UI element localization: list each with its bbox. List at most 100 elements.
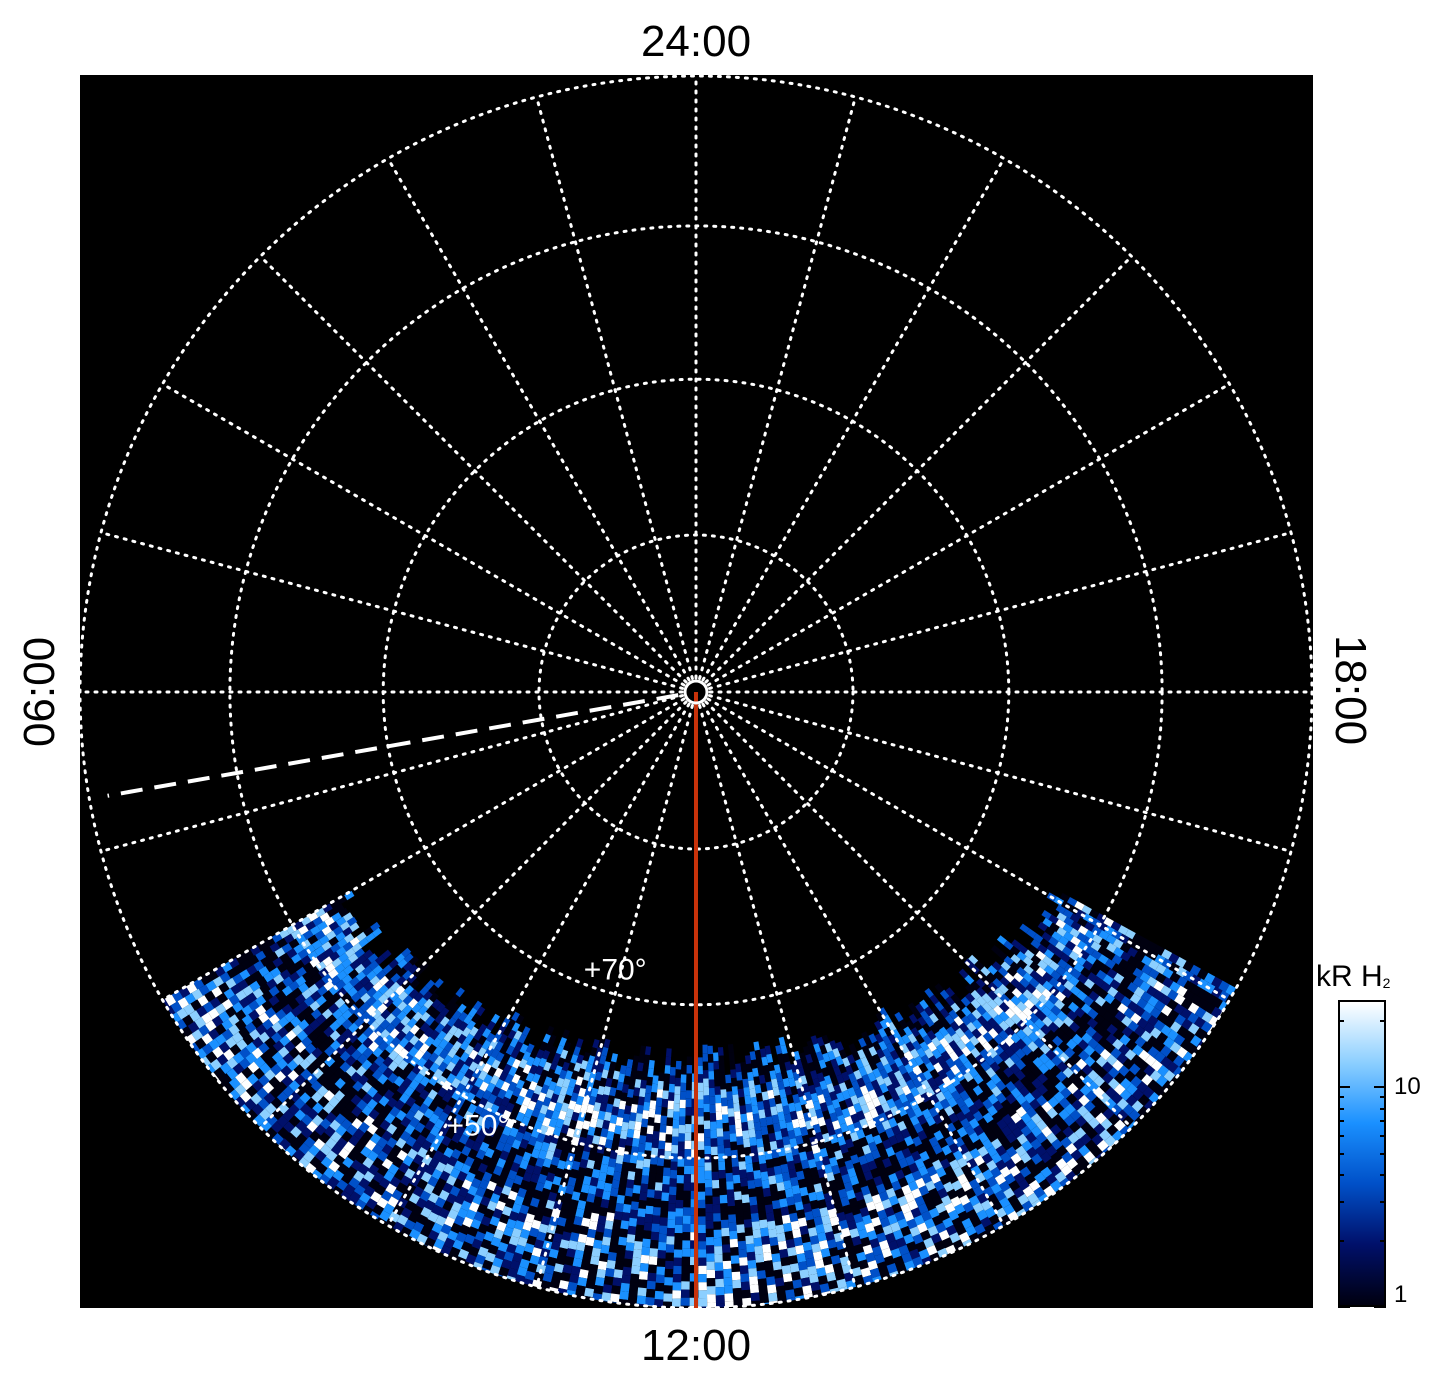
emission-cell: [507, 1267, 519, 1278]
emission-cell: [330, 943, 341, 953]
emission-cell: [758, 1154, 767, 1165]
emission-cell: [342, 1028, 353, 1040]
emission-cell: [698, 1257, 707, 1266]
emission-cell: [742, 1202, 751, 1212]
emission-cell: [341, 1038, 353, 1050]
emission-cell: [740, 1281, 751, 1291]
emission-cell: [680, 1082, 687, 1092]
emission-cell: [697, 1057, 703, 1066]
emission-cell: [762, 1187, 772, 1198]
emission-cell: [787, 1129, 796, 1140]
emission-cell: [473, 1000, 483, 1011]
emission-cell: [475, 1133, 486, 1145]
emission-cell: [629, 1154, 638, 1164]
emission-cell: [747, 1120, 755, 1130]
emission-cell: [509, 1259, 521, 1271]
emission-cell: [673, 1265, 682, 1275]
emission-cell: [678, 1141, 685, 1151]
emission-cell: [632, 1184, 641, 1194]
emission-cell: [794, 1201, 804, 1211]
emission-cell: [628, 1120, 636, 1130]
emission-cell: [593, 1160, 602, 1171]
emission-cell: [613, 1269, 623, 1279]
emission-cell: [378, 1095, 390, 1107]
emission-cell: [198, 984, 210, 996]
emission-cell: [536, 1132, 546, 1143]
emission-cell: [592, 1079, 601, 1090]
emission-cell: [508, 1146, 519, 1158]
emission-cell: [326, 1014, 337, 1026]
emission-cell: [527, 1295, 538, 1306]
emission-cell: [382, 1067, 394, 1079]
emission-cell: [779, 1155, 788, 1165]
emission-cell: [279, 1035, 291, 1047]
emission-cell: [386, 1003, 397, 1014]
emission-cell: [727, 1108, 735, 1117]
colorbar-minor-tick: [1380, 1107, 1386, 1110]
emission-cell: [746, 1063, 753, 1073]
emission-cell: [761, 1235, 771, 1245]
emission-cell: [601, 1069, 609, 1079]
emission-cell: [725, 1074, 732, 1084]
emission-cell: [404, 1200, 417, 1212]
emission-cell: [545, 1150, 555, 1161]
emission-cell: [458, 1011, 468, 1022]
emission-cell: [724, 1293, 734, 1302]
emission-cell: [316, 952, 327, 963]
emission-cell: [500, 1096, 511, 1107]
emission-cell: [780, 1097, 789, 1107]
emission-cell: [211, 986, 223, 998]
emission-cell: [488, 1140, 498, 1151]
emission-cell: [608, 1195, 618, 1206]
emission-cell: [681, 1273, 690, 1282]
emission-cell: [745, 1235, 754, 1245]
emission-cell: [597, 1110, 606, 1121]
emission-cell: [365, 932, 376, 943]
emission-cell: [301, 988, 313, 1000]
emission-cell: [357, 1136, 369, 1149]
emission-cell: [467, 1226, 479, 1237]
emission-cell: [611, 1106, 619, 1116]
emission-cell: [280, 1065, 293, 1077]
emission-cell: [480, 1238, 492, 1250]
emission-cell: [531, 1107, 541, 1118]
emission-cell: [335, 1124, 347, 1137]
emission-cell: [727, 1044, 734, 1053]
emission-cell: [393, 1076, 405, 1087]
emission-cell: [385, 1013, 396, 1024]
emission-cell: [330, 992, 341, 1004]
emission-cell: [454, 1194, 466, 1205]
emission-cell: [685, 1115, 692, 1125]
emission-cell: [707, 1302, 717, 1308]
emission-cell: [290, 1035, 302, 1047]
emission-cell: [792, 1228, 802, 1239]
emission-cell: [514, 1131, 525, 1142]
emission-cell: [360, 992, 371, 1004]
emission-cell: [271, 1002, 283, 1014]
emission-cell: [634, 1079, 642, 1089]
emission-cell: [282, 1052, 294, 1065]
emission-cell: [402, 1004, 413, 1015]
emission-cell: [350, 1094, 362, 1106]
emission-cell: [775, 1224, 785, 1234]
emission-cell: [682, 1240, 691, 1249]
emission-cell: [564, 1256, 575, 1266]
emission-cell: [760, 1126, 769, 1136]
emission-cell: [728, 1222, 737, 1232]
emission-cell: [639, 1191, 648, 1201]
emission-cell: [374, 1035, 385, 1046]
emission-cell: [507, 1169, 518, 1181]
emission-cell: [290, 1126, 302, 1139]
emission-cell: [311, 939, 323, 950]
emission-cell: [505, 1102, 515, 1113]
emission-cell: [312, 916, 323, 927]
emission-cell: [728, 1116, 736, 1126]
emission-cell: [670, 1161, 678, 1171]
emission-cell: [363, 926, 374, 937]
emission-cell: [328, 936, 339, 947]
emission-cell: [611, 1285, 621, 1295]
emission-cell: [731, 1271, 741, 1281]
emission-cell: [412, 1011, 423, 1022]
emission-cell: [420, 1226, 432, 1238]
emission-cell: [621, 1083, 629, 1094]
